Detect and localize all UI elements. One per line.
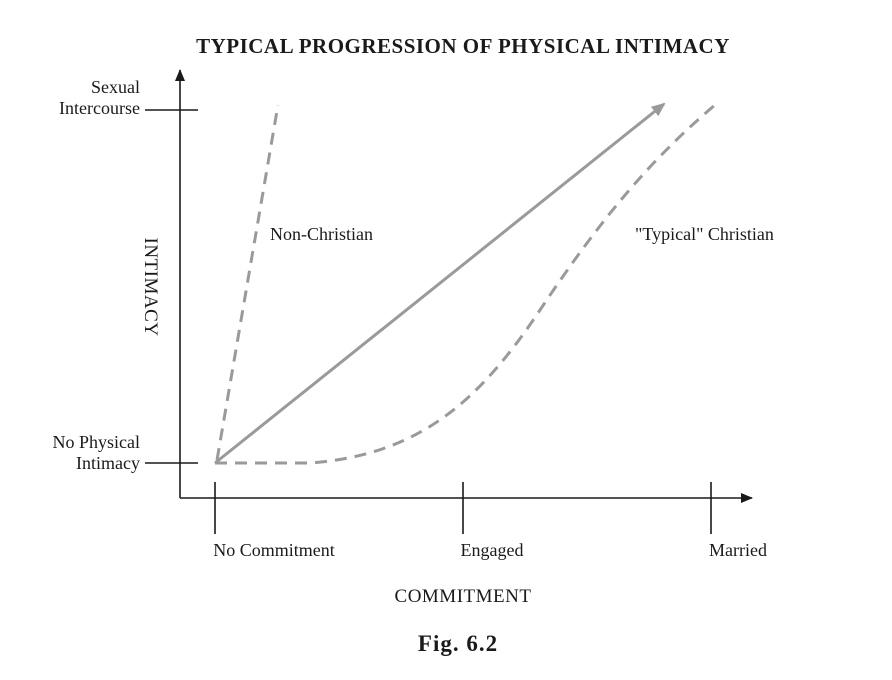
ideal-progression-arrow [214, 102, 666, 465]
y-level-bottom-line2: Intimacy [76, 453, 140, 473]
typical-christian-label: "Typical" Christian [635, 224, 774, 244]
chart-title: TYPICAL PROGRESSION OF PHYSICAL INTIMACY [196, 34, 730, 58]
figure-caption: Fig. 6.2 [418, 631, 498, 656]
typical-christian-curve [215, 103, 716, 465]
non-christian-curve [215, 104, 280, 461]
x-stage-married: Married [709, 540, 767, 560]
non-christian-label: Non-Christian [270, 224, 373, 244]
y-level-top-line2: Intercourse [59, 98, 140, 118]
y-axis-label: INTIMACY [140, 238, 161, 337]
y-level-top-line1: Sexual [91, 77, 140, 97]
x-stage-no-commitment: No Commitment [213, 540, 335, 560]
x-stage-engaged: Engaged [461, 540, 524, 560]
y-level-bottom-line1: No Physical [53, 432, 141, 452]
x-axis-label: COMMITMENT [395, 586, 532, 607]
